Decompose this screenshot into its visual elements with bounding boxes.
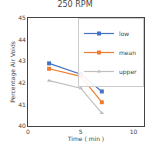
svg-text:10: 10 [130, 128, 138, 135]
svg-text:45: 45 [18, 14, 26, 21]
svg-text:0: 0 [26, 128, 30, 135]
svg-text:Time ( min ): Time ( min ) [67, 135, 104, 142]
svg-text:41: 41 [18, 101, 26, 108]
svg-text:upper: upper [119, 68, 137, 76]
svg-text:42: 42 [18, 79, 26, 86]
svg-text:low: low [119, 30, 129, 37]
svg-text:250 RPM: 250 RPM [57, 0, 92, 9]
svg-text:5: 5 [79, 128, 83, 135]
svg-text:44: 44 [18, 36, 26, 43]
svg-text:mean: mean [119, 49, 136, 56]
svg-text:43: 43 [18, 57, 26, 64]
svg-text:40: 40 [18, 122, 26, 129]
svg-text:Percentage Air Voids: Percentage Air Voids [9, 41, 17, 103]
